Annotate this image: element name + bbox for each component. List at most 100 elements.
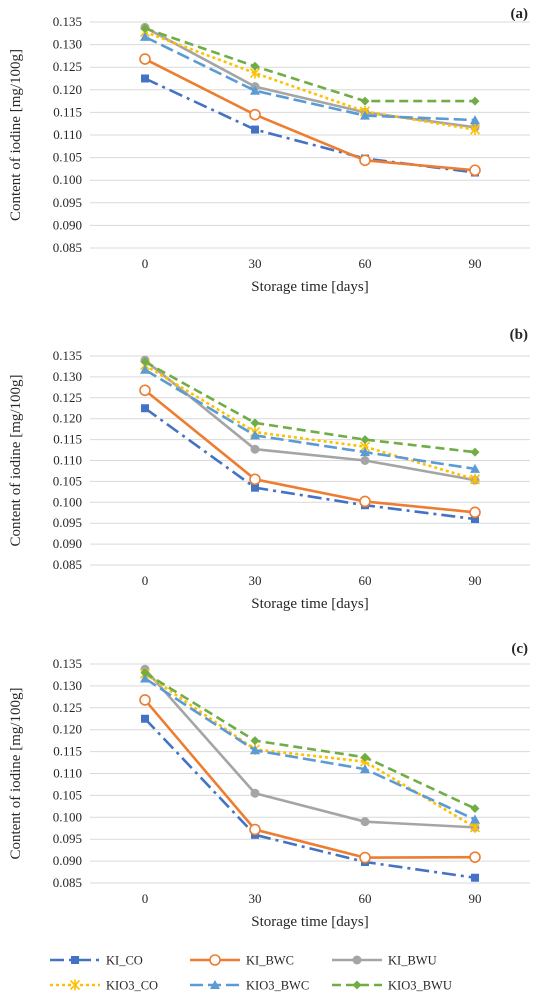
data-point-KI_BWC — [359, 154, 371, 167]
data-point-KI_BWC — [139, 384, 151, 397]
y-tick-label: 0.130 — [53, 37, 82, 52]
series-KIO3_BWC — [140, 31, 480, 125]
series-KIO3_BWU — [140, 357, 480, 457]
data-point-KI_BWC — [359, 851, 371, 864]
y-tick-label: 0.110 — [53, 127, 82, 142]
data-point-KIO3_BWC — [360, 110, 370, 120]
legend-swatch-marker — [69, 979, 81, 991]
data-point-KIO3_CO — [469, 124, 481, 136]
data-point-KI_BWU — [360, 456, 370, 465]
series-KI_BWC — [139, 53, 481, 177]
data-point-KIO3_BWU — [360, 96, 370, 106]
y-tick-label: 0.125 — [53, 59, 82, 74]
legend-item-KI_CO: KI_CO — [50, 954, 143, 968]
data-point-KIO3_BWU — [360, 752, 370, 762]
y-tick-label: 0.110 — [53, 766, 82, 781]
series-line-KIO3_CO — [144, 30, 476, 131]
data-point-KI_BWC — [249, 108, 261, 121]
data-point-KIO3_BWU — [360, 435, 370, 445]
y-tick-label: 0.120 — [53, 411, 82, 426]
series-KIO3_BWC — [140, 364, 480, 473]
legend-item-KIO3_BWC: KIO3_BWC — [190, 979, 309, 993]
data-point-KI_CO — [141, 714, 149, 723]
y-tick-label: 0.135 — [53, 14, 82, 29]
legend-label: KIO3_CO — [106, 979, 158, 993]
data-point-KIO3_BWC — [360, 447, 370, 457]
data-point-KIO3_BWC — [470, 814, 480, 824]
y-tick-label: 0.085 — [53, 557, 82, 572]
data-point-KIO3_BWU — [140, 23, 150, 33]
y-tick-label: 0.095 — [53, 195, 82, 210]
y-tick-label: 0.090 — [53, 536, 82, 551]
series-line-KIO3_BWC — [144, 35, 476, 122]
data-point-KIO3_CO — [469, 821, 481, 833]
data-point-KIO3_CO — [469, 473, 481, 485]
chart-panel-1: 0.085 0.090 0.095 0.100 0.105 0.110 0.115 0.120… — [8, 6, 530, 295]
data-point-KIO3_BWC — [360, 764, 370, 774]
y-tick-label: 0.110 — [53, 453, 82, 468]
data-point-KI_BWU — [360, 817, 370, 827]
panel-label: (b) — [510, 327, 528, 343]
legend-swatch-marker — [352, 955, 362, 965]
data-point-KI_CO — [471, 515, 479, 524]
y-tick-label: 0.135 — [53, 348, 82, 363]
data-point-KIO3_BWU — [470, 96, 480, 106]
series-line-KI_BWC — [144, 57, 476, 172]
series-line-KI_CO — [144, 407, 476, 521]
series-line-KI_BWC — [144, 389, 476, 514]
legend-label: KIO3_BWU — [388, 979, 452, 993]
series-KI_BWC — [139, 694, 481, 864]
series-line-KI_BWU — [144, 359, 476, 482]
y-axis-title: Content of iodine [mg/100g] — [8, 374, 24, 546]
y-tick-label: 0.105 — [53, 150, 82, 165]
data-point-KI_BWU — [250, 788, 260, 798]
y-axis-title: Content of iodine [mg/100g] — [8, 687, 24, 859]
series-KIO3_BWU — [140, 668, 480, 814]
legend-swatch-marker — [71, 956, 79, 964]
series-line-KI_BWC — [144, 699, 476, 859]
data-point-KIO3_BWU — [140, 357, 150, 367]
data-point-KIO3_BWC — [470, 463, 480, 473]
y-tick-label: 0.105 — [53, 787, 82, 802]
chart-panel-2: 0.085 0.090 0.095 0.100 0.105 0.110 0.115 0.120… — [8, 327, 530, 612]
x-axis-title: Storage time [days] — [251, 914, 368, 930]
panel-label: (a) — [511, 6, 529, 22]
data-point-KIO3_BWU — [470, 804, 480, 814]
x-tick-label: 90 — [469, 891, 482, 906]
series-line-KIO3_BWU — [144, 27, 475, 103]
series-line-KIO3_BWC — [144, 677, 476, 821]
panel-label: (c) — [511, 641, 528, 657]
y-tick-label: 0.120 — [53, 722, 82, 737]
x-tick-label: 90 — [469, 573, 482, 588]
data-point-KIO3_BWC — [250, 85, 260, 95]
x-tick-label: 30 — [249, 256, 262, 271]
y-tick-label: 0.125 — [53, 700, 82, 715]
x-tick-label: 90 — [469, 256, 482, 271]
y-tick-label: 0.090 — [53, 217, 82, 232]
data-point-KIO3_BWC — [140, 31, 150, 41]
data-point-KI_BWC — [469, 506, 481, 519]
y-tick-label: 0.115 — [53, 432, 82, 447]
legend-item-KIO3_CO: KIO3_CO — [50, 979, 158, 993]
y-tick-label: 0.085 — [53, 875, 82, 890]
data-point-KIO3_BWC — [140, 364, 150, 374]
data-point-KIO3_BWC — [250, 745, 260, 755]
x-tick-label: 0 — [142, 256, 149, 271]
legend-swatch-marker — [352, 980, 362, 990]
data-point-KI_BWC — [469, 164, 481, 177]
y-tick-label: 0.100 — [53, 494, 82, 509]
legend: KI_CO KI_BWC KI_BWU KIO3_CO KIO3_BWC KIO3_BWU — [50, 954, 452, 993]
x-axis-title: Storage time [days] — [251, 279, 368, 295]
data-point-KI_CO — [471, 873, 479, 882]
chart-panel-3: 0.085 0.090 0.095 0.100 0.105 0.110 0.115 0.120… — [8, 641, 530, 930]
series-line-KIO3_BWC — [144, 368, 476, 471]
x-tick-label: 60 — [359, 573, 372, 588]
data-point-KI_CO — [141, 74, 149, 83]
series-KIO3_BWU — [140, 23, 480, 106]
y-tick-label: 0.130 — [53, 678, 82, 693]
y-tick-label: 0.135 — [53, 656, 82, 671]
legend-label: KIO3_BWC — [246, 979, 309, 993]
legend-label: KI_CO — [106, 954, 143, 968]
data-point-KIO3_BWU — [250, 736, 260, 746]
